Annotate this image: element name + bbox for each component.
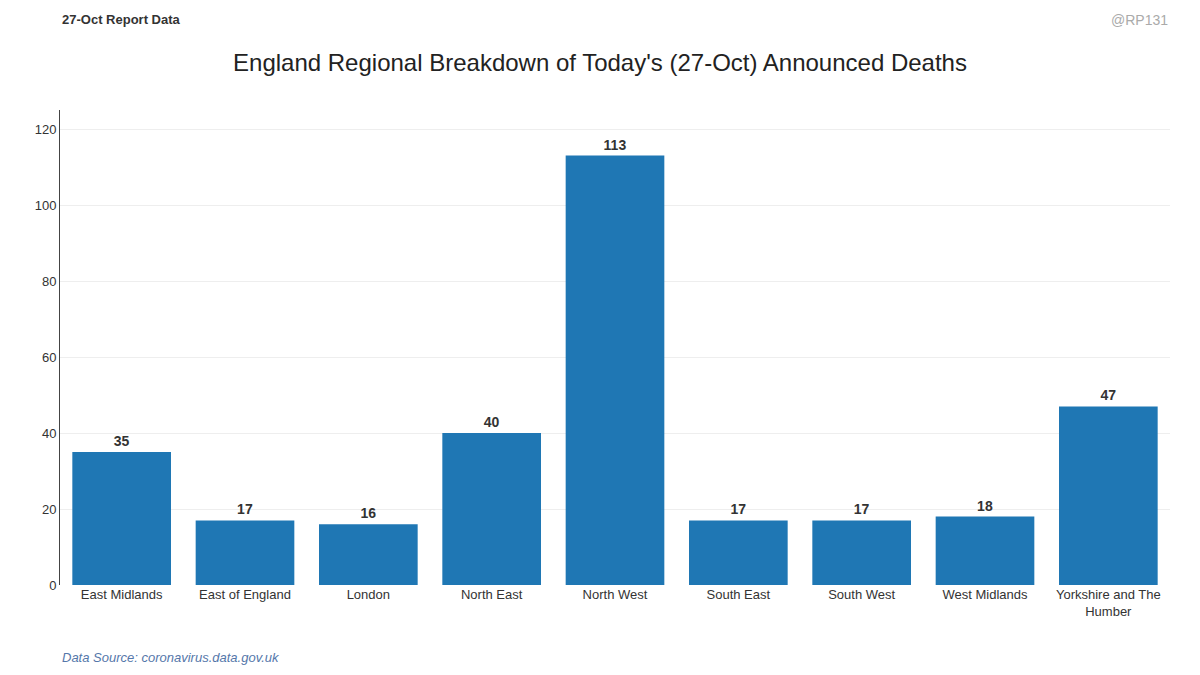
svg-text:80: 80	[42, 274, 56, 289]
svg-text:40: 40	[484, 414, 500, 430]
svg-text:Data Source: coronavirus.data.: Data Source: coronavirus.data.gov.uk	[62, 650, 280, 665]
svg-text:East Midlands: East Midlands	[81, 587, 163, 602]
svg-text:South East: South East	[707, 587, 771, 602]
svg-text:South West: South West	[828, 587, 895, 602]
svg-text:West Midlands: West Midlands	[942, 587, 1028, 602]
svg-text:East of England: East of England	[199, 587, 291, 602]
svg-text:113: 113	[604, 137, 627, 153]
svg-text:27-Oct Report Data: 27-Oct Report Data	[62, 12, 181, 27]
svg-text:35: 35	[114, 433, 130, 449]
svg-text:Yorkshire and TheHumber: Yorkshire and TheHumber	[1056, 587, 1161, 619]
svg-text:North West: North West	[583, 587, 648, 602]
svg-text:20: 20	[42, 502, 56, 517]
svg-text:16: 16	[360, 505, 376, 521]
svg-text:18: 18	[977, 498, 993, 514]
svg-text:North East: North East	[461, 587, 523, 602]
svg-text:47: 47	[1100, 387, 1116, 403]
svg-text:40: 40	[42, 426, 56, 441]
svg-text:0: 0	[49, 578, 56, 593]
svg-text:England Regional Breakdown of: England Regional Breakdown of Today's (2…	[233, 49, 967, 76]
svg-text:17: 17	[854, 501, 870, 517]
svg-text:London: London	[347, 587, 390, 602]
svg-text:17: 17	[237, 501, 253, 517]
svg-text:17: 17	[730, 501, 746, 517]
svg-text:100: 100	[35, 198, 57, 213]
svg-text:120: 120	[35, 122, 57, 137]
svg-text:@RP131: @RP131	[1111, 12, 1168, 28]
svg-text:60: 60	[42, 350, 56, 365]
